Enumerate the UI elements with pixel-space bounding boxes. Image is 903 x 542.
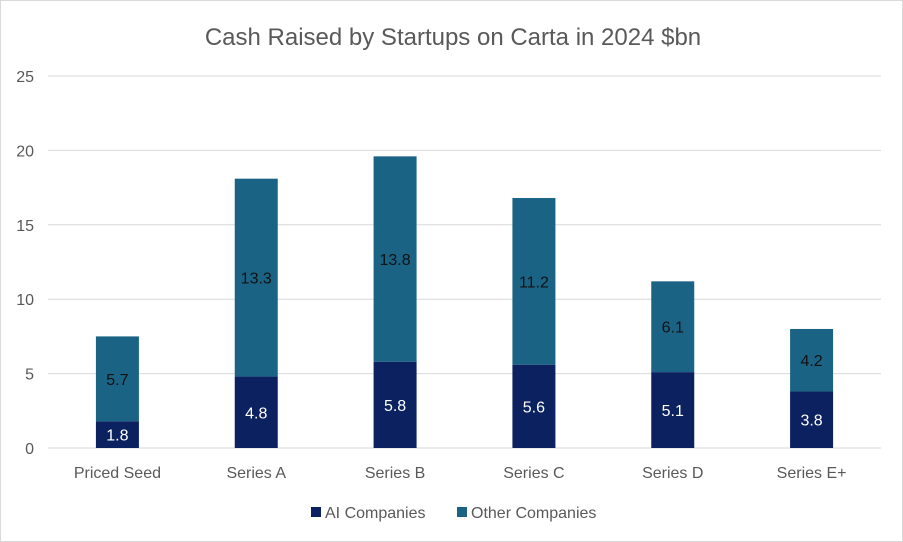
x-tick-label: Series E+ [777,465,847,482]
data-label: 5.8 [384,398,406,415]
data-label: 4.8 [245,405,267,422]
y-tick-label: 15 [16,218,34,235]
y-tick-label: 10 [16,292,34,309]
data-label: 13.8 [380,252,411,269]
data-label: 1.8 [106,428,128,445]
bar-segment-other [234,178,278,377]
x-tick-label: Series D [642,465,703,482]
bar-segment-ai [651,372,695,448]
y-tick-label: 5 [25,367,34,384]
y-tick-label: 0 [25,441,34,458]
bar-segment-ai [95,421,139,448]
legend-label: Other Companies [471,505,596,522]
bar-segment-ai [790,391,834,448]
data-label: 5.1 [662,403,684,420]
data-label: 11.2 [519,274,549,291]
bar-segment-other [790,328,834,392]
data-label: 3.8 [800,413,822,430]
x-tick-label: Priced Seed [74,465,161,482]
data-label: 4.2 [800,353,822,370]
x-tick-label: Series B [365,465,425,482]
bar-segment-other [512,198,556,365]
bar-segment-ai [234,376,278,448]
legend-swatch [457,507,467,517]
legend-label: AI Companies [325,505,426,522]
bar-segment-other [373,156,417,362]
data-label: 6.1 [662,320,684,337]
chart-title: Cash Raised by Startups on Carta in 2024… [205,24,701,51]
x-tick-label: Series C [503,465,564,482]
data-label: 5.7 [106,372,128,389]
bar-segment-ai [373,361,417,448]
bar-segment-other [651,281,695,373]
y-tick-label: 25 [16,69,34,86]
y-tick-label: 20 [16,143,34,160]
data-label: 13.3 [241,271,272,288]
data-label: 5.6 [523,399,545,416]
bar-segment-other [95,336,139,422]
legend-swatch [311,507,321,517]
bar-segment-ai [512,364,556,448]
x-tick-label: Series A [226,465,286,482]
